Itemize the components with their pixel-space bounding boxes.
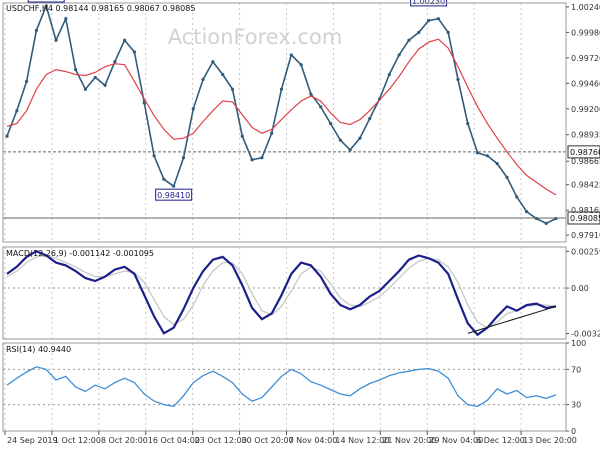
x-tick-label: 21 Nov 20:00	[382, 436, 436, 445]
panel-frame	[2, 2, 567, 243]
annotation-label: 1.00270	[30, 0, 63, 2]
y-tick-label: 0.00	[571, 284, 589, 293]
x-tick-label: 24 Sep 2019	[7, 436, 58, 445]
y-tick-label: 0	[571, 427, 576, 436]
y-tick-label: 0.98935	[571, 131, 600, 140]
annotation-box	[155, 188, 193, 201]
price-level-label: 0.98760	[570, 148, 600, 157]
x-tick-label: 30 Oct 20:00	[242, 436, 294, 445]
x-tick-label: 14 Nov 12:00	[335, 436, 389, 445]
chart-title: USDCHF,H4 0.98144 0.98165 0.98067 0.9808…	[6, 4, 195, 13]
y-tick-label: 0.98165	[571, 206, 600, 215]
macd-title: MACD(12,26,9) -0.001142 -0.001095	[6, 249, 154, 258]
y-tick-label: 100	[571, 339, 586, 348]
y-tick-label: 30	[571, 401, 581, 410]
y-tick-label: 0.97910	[571, 231, 600, 240]
annotation-label: 0.98410	[157, 191, 190, 200]
annotation-box	[27, 0, 65, 3]
x-tick-label: 1 Oct 12:00	[54, 436, 101, 445]
macd-line	[6, 249, 557, 337]
x-tick-label: 29 Nov 04:00	[429, 436, 483, 445]
price-level-box	[567, 145, 600, 159]
x-tick-label: 23 Oct 12:00	[195, 436, 247, 445]
x-tick-label: 6 Dec 12:00	[476, 436, 525, 445]
y-tick-label: 0.00259	[571, 247, 600, 256]
price-level-label: 0.98085	[570, 214, 600, 223]
price-level-box	[567, 211, 600, 225]
y-tick-label: 70	[571, 365, 581, 374]
x-tick-label: 13 Dec 20:00	[523, 436, 577, 445]
rsi-title: RSI(14) 40.9440	[6, 345, 71, 354]
watermark-text: ActionForex.com	[168, 25, 343, 49]
macd-signal-line	[6, 254, 557, 329]
x-tick-label: 8 Oct 20:00	[101, 436, 148, 445]
price-line	[6, 3, 557, 225]
y-tick-label: -0.003221	[571, 330, 600, 339]
rsi-line	[6, 366, 557, 408]
panel-frame	[2, 342, 567, 432]
macd-trendline	[467, 305, 557, 334]
x-tick-label: 7 Nov 04:00	[289, 436, 338, 445]
moving-average-line	[6, 38, 557, 196]
y-tick-label: 0.98425	[571, 181, 600, 190]
x-tick-label: 16 Oct 04:00	[148, 436, 200, 445]
panel-frame	[2, 246, 567, 340]
y-tick-label: 0.98665	[571, 157, 600, 166]
